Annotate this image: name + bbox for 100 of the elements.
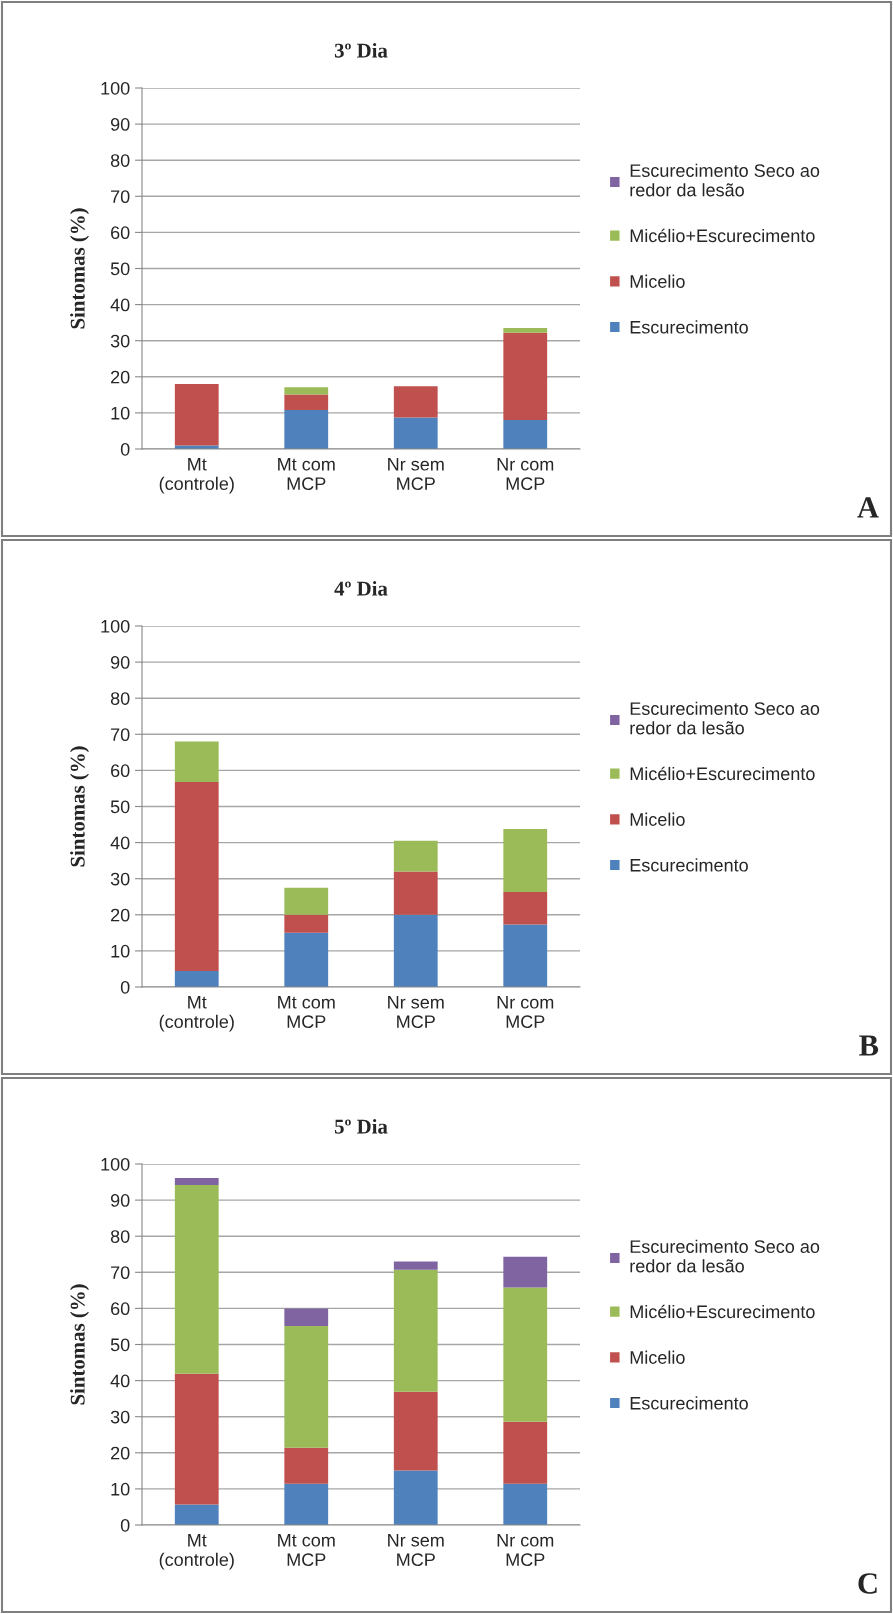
y-tick-label: 20 — [111, 1446, 130, 1460]
y-tick-label: 30 — [110, 872, 130, 886]
y-tick-label: 60 — [111, 764, 130, 778]
legend-label: Escurecimento Seco ao redor da lesão — [630, 701, 820, 735]
bar — [174, 741, 219, 782]
y-tick-label: 0 — [120, 442, 130, 456]
y-tick-label: 40 — [110, 298, 130, 312]
y-tick-label: 60 — [111, 226, 130, 240]
bar — [174, 971, 219, 987]
bar — [284, 1447, 329, 1484]
y-tick-label: 50 — [110, 262, 130, 276]
y-tick-label: 30 — [110, 334, 130, 348]
legend-label: Micélio+Escurecimento — [630, 1304, 815, 1319]
legend-label: Micelio — [630, 812, 685, 826]
y-tick-label: 30 — [110, 1410, 130, 1424]
bar — [393, 1269, 438, 1392]
bar — [174, 1184, 219, 1374]
bar — [503, 1256, 548, 1288]
bar — [393, 386, 438, 418]
legend-label: Escurecimento — [630, 858, 748, 872]
bar — [393, 1261, 438, 1270]
y-axis-title: Sintomas (%) — [70, 746, 89, 867]
text: C — [858, 1573, 877, 1594]
bar — [284, 1308, 329, 1327]
y-tick-label: 100 — [101, 619, 130, 633]
chart-title: 3º Dia — [334, 42, 388, 58]
x-tick-label: Mt com MCP — [278, 996, 335, 1029]
legend-label: Escurecimento — [630, 320, 748, 334]
x-tick-label: Mt (controle) — [159, 1534, 234, 1570]
x-tick-label: Mt (controle) — [159, 996, 234, 1032]
legend-label: Micelio — [630, 1350, 685, 1364]
bar — [503, 1421, 548, 1484]
legend-label: Micélio+Escurecimento — [630, 228, 815, 243]
bar — [503, 892, 548, 925]
bar — [284, 1326, 329, 1448]
x-tick-label: Mt (controle) — [159, 458, 234, 494]
x-tick-label: Mt com MCP — [278, 1534, 335, 1567]
y-tick-label: 20 — [111, 908, 130, 922]
legend-label: Escurecimento — [630, 1396, 748, 1410]
bar — [284, 410, 329, 449]
y-tick-label: 40 — [110, 836, 130, 850]
y-tick-label: 70 — [111, 728, 130, 742]
y-tick-label: 50 — [110, 800, 130, 814]
bar — [393, 1470, 438, 1525]
x-tick-label: Nr sem MCP — [388, 996, 444, 1029]
x-tick-label: Mt com MCP — [278, 458, 335, 491]
x-tick-label: Nr com MCP — [497, 1534, 554, 1567]
y-tick-label: 100 — [101, 81, 130, 95]
legend-label: Escurecimento Seco ao redor da lesão — [630, 163, 820, 197]
bar — [503, 1483, 548, 1525]
y-tick-label: 10 — [111, 1482, 130, 1496]
y-tick-label: 70 — [111, 1266, 130, 1280]
bar — [174, 781, 219, 972]
bar — [174, 1504, 219, 1525]
y-tick-label: 90 — [110, 656, 130, 669]
bar — [503, 332, 548, 421]
text: A — [857, 497, 879, 518]
bar — [503, 420, 548, 449]
y-tick-label: 80 — [110, 154, 130, 167]
bar — [284, 887, 329, 915]
y-tick-label: 0 — [120, 980, 130, 994]
y-tick-label: 90 — [110, 1194, 130, 1207]
chart-title: 4º Dia — [334, 580, 388, 596]
y-tick-label: 10 — [111, 406, 130, 420]
x-tick-label: Nr sem MCP — [388, 458, 444, 491]
bar — [284, 387, 329, 395]
bar — [393, 1391, 438, 1471]
x-tick-label: Nr com MCP — [497, 996, 554, 1029]
y-tick-label: 70 — [111, 190, 130, 204]
bar — [284, 1483, 329, 1525]
legend-label: Micelio — [630, 274, 685, 288]
bar — [393, 871, 438, 915]
y-tick-label: 20 — [111, 370, 130, 384]
legend-label: Escurecimento Seco ao redor da lesão — [630, 1239, 820, 1273]
bar — [393, 914, 438, 987]
y-axis-title: Sintomas (%) — [70, 1284, 89, 1405]
legend-label: Micélio+Escurecimento — [630, 766, 815, 781]
y-tick-label: 10 — [111, 944, 130, 958]
bar — [393, 417, 438, 449]
y-tick-label: 50 — [110, 1338, 130, 1352]
x-tick-label: Nr sem MCP — [388, 1534, 444, 1567]
y-tick-label: 90 — [110, 118, 130, 131]
bar — [284, 914, 329, 933]
x-tick-label: Nr com MCP — [497, 458, 554, 491]
bar — [174, 1373, 219, 1505]
bar — [393, 840, 438, 872]
y-axis-title: Sintomas (%) — [70, 208, 89, 329]
bar — [284, 394, 329, 411]
y-tick-label: 100 — [101, 1157, 130, 1171]
chart-title: 5º Dia — [334, 1118, 388, 1134]
text: B — [859, 1035, 879, 1056]
bar — [174, 384, 219, 446]
y-tick-label: 80 — [110, 692, 130, 705]
y-tick-label: 60 — [111, 1302, 130, 1316]
y-tick-label: 0 — [120, 1518, 130, 1532]
bar — [503, 1287, 548, 1422]
bar — [503, 924, 548, 987]
bar — [503, 328, 548, 333]
bar — [503, 828, 548, 893]
bar — [284, 932, 329, 987]
